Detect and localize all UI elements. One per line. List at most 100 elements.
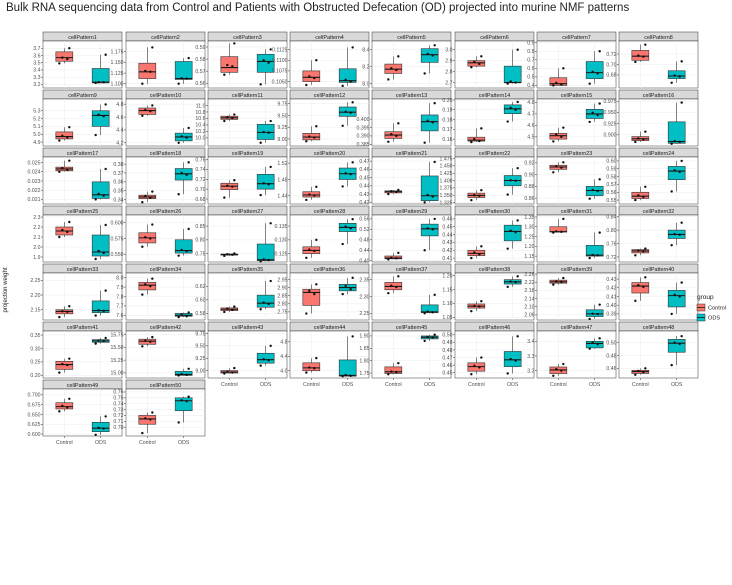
data-point [555, 367, 558, 371]
data-point [262, 358, 265, 361]
data-point [506, 285, 509, 289]
data-point [104, 415, 107, 418]
data-point [588, 197, 591, 200]
y-tick-label: 0.59 [606, 167, 616, 173]
x-tick-label: Control [303, 382, 320, 388]
y-tick-label: 7.8 [116, 294, 123, 300]
data-point [305, 256, 308, 260]
data-point [351, 217, 354, 221]
box-iqr [667, 70, 686, 79]
data-point [506, 82, 509, 85]
data-point [141, 293, 144, 296]
data-point [180, 171, 183, 175]
x-tick-label: Control [139, 440, 156, 446]
y-tick-label: 0.57 [195, 69, 205, 75]
y-tick-label: 1.10 [442, 301, 452, 307]
y-tick-label: 0.18 [442, 117, 452, 123]
y-tick-label: 10.6 [195, 116, 205, 122]
y-tick-label: 5.2 [33, 116, 40, 122]
data-point [315, 283, 318, 286]
y-tick-label: 0.47 [442, 355, 452, 361]
data-point [555, 280, 558, 283]
box-control [549, 276, 568, 286]
y-tick-label: 1.125 [111, 71, 124, 77]
data-point [591, 341, 594, 344]
facet-strip-label: cellPattern20 [314, 151, 345, 157]
data-point [349, 172, 352, 176]
y-tick-label: 0.48 [359, 238, 369, 244]
data-point [94, 433, 97, 437]
box-iqr [585, 186, 604, 197]
box-ods [174, 56, 193, 85]
y-tick-label: 8.0 [362, 82, 369, 88]
box-ods [174, 311, 193, 319]
facet-cellPattern31: cellPattern31 1.15 1.20 1.25 1.30 1.35 [524, 205, 617, 263]
data-point [678, 233, 681, 237]
data-point [596, 254, 599, 257]
y-tick-label: 2.8 [445, 69, 452, 75]
data-point [426, 193, 429, 197]
data-point [678, 140, 681, 144]
data-point [351, 101, 354, 104]
y-tick-label: 0.385 [357, 142, 370, 148]
y-tick-label: 0.19 [442, 108, 452, 114]
data-point [233, 42, 236, 45]
data-point [149, 237, 152, 240]
data-point [66, 310, 69, 313]
facet-strip-label: cellPattern11 [232, 93, 263, 99]
data-point [642, 250, 645, 253]
data-point [470, 198, 473, 202]
box-control [384, 55, 403, 81]
y-axis-label: projection weight [3, 267, 9, 312]
y-tick-label: 0.41 [442, 256, 452, 262]
y-tick-label: 0.44 [442, 232, 452, 238]
data-point [634, 60, 637, 64]
data-point [315, 238, 318, 242]
facet-cellPattern16: cellPattern16 0.900 0.925 0.950 0.975 [604, 89, 699, 147]
y-tick-label: 15.75 [111, 332, 124, 338]
data-point [591, 188, 594, 192]
y-tick-label: 0.42 [359, 200, 369, 206]
data-point [670, 312, 673, 316]
data-point [397, 55, 400, 58]
data-point [637, 249, 640, 252]
y-tick-label: 4.5 [527, 135, 534, 141]
data-point [180, 313, 183, 316]
data-point [670, 142, 673, 145]
facet-cellPattern42: cellPattern42 15.00 15.25 15.50 15.75 [111, 321, 206, 379]
facet-cellPattern41: cellPattern41 0.20 0.25 0.30 0.35 [30, 321, 123, 379]
box-iqr [420, 114, 439, 132]
data-point [58, 410, 61, 413]
data-point [390, 133, 393, 136]
data-point [509, 106, 512, 110]
data-point [185, 173, 188, 176]
facet-cellPattern3: cellPattern3 0.56 0.57 0.58 0.59 [195, 31, 288, 89]
y-tick-label: 0.38 [113, 162, 123, 168]
data-point [562, 276, 565, 280]
box-ods [91, 336, 110, 345]
box-ods [420, 160, 439, 204]
data-point [308, 366, 311, 369]
y-tick-label: 0.84 [606, 214, 616, 220]
y-tick-label: 0.45 [442, 370, 452, 376]
y-tick-label: 0.1050 [272, 79, 288, 85]
data-point [151, 411, 154, 414]
data-point [223, 73, 226, 76]
facet-cellPattern15: cellPattern15 4.5 4.6 4.7 4.8 [527, 89, 617, 147]
y-tick-label: 0.74 [113, 401, 123, 407]
facet-strip-label: cellPattern28 [314, 209, 345, 215]
y-tick-label: 0.85 [195, 224, 205, 230]
y-tick-label: 0.125 [275, 252, 288, 258]
data-point [61, 166, 64, 170]
facet-strip-label: cellPattern2 [151, 35, 179, 41]
data-point [94, 342, 97, 345]
data-point [66, 406, 69, 409]
y-tick-label: 2.06 [524, 313, 534, 319]
facet-cellPattern38: cellPattern38 1.05 1.10 1.15 1.20 [442, 263, 535, 321]
data-point [480, 245, 483, 248]
data-point [598, 178, 601, 181]
data-point [259, 83, 262, 86]
data-point [555, 81, 558, 85]
data-point [180, 76, 183, 80]
